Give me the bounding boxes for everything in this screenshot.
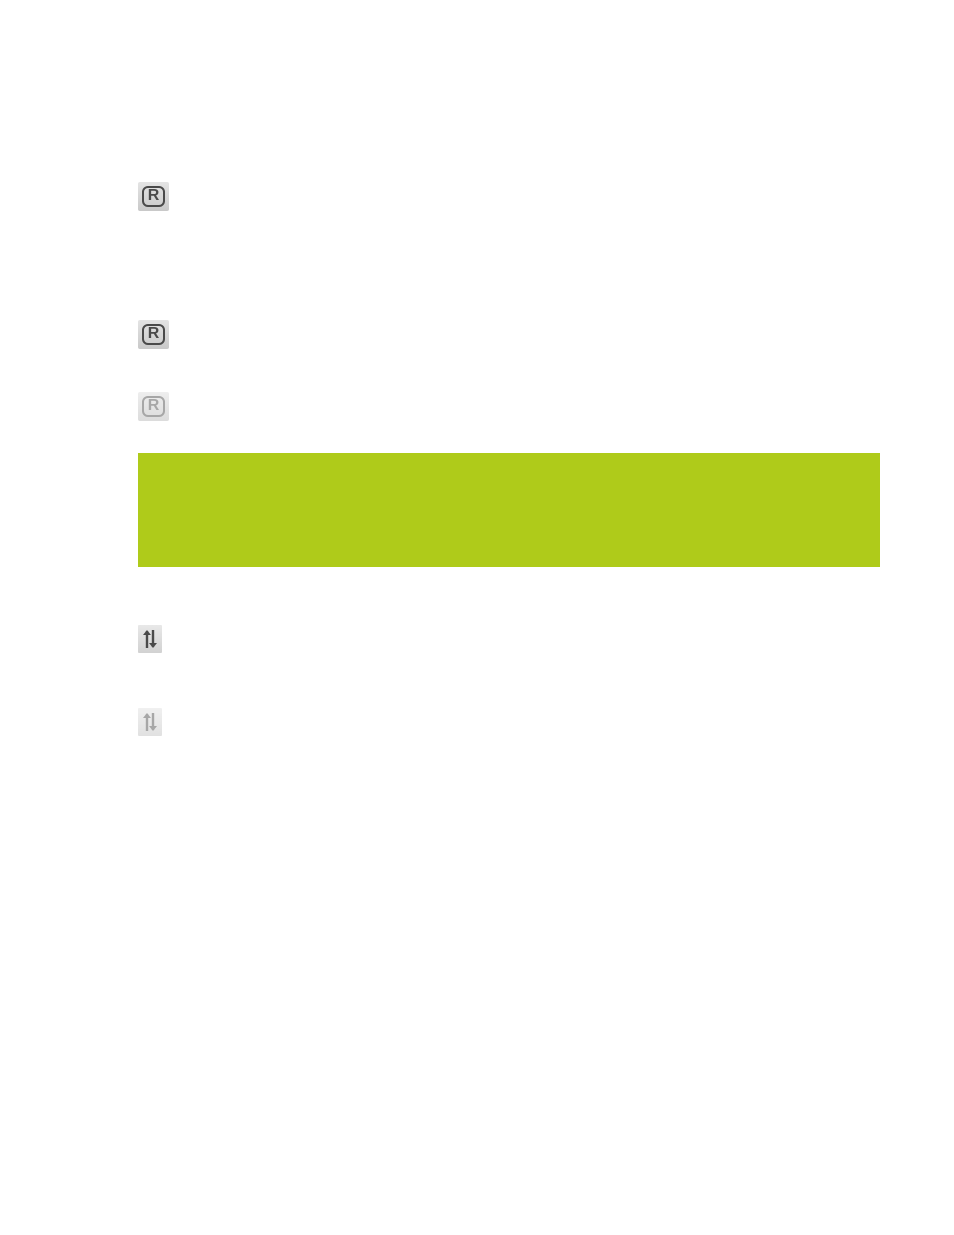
r-icon-bg: R [138, 320, 169, 349]
r-icon-bg: R [138, 392, 169, 421]
r-icon: R [138, 392, 169, 421]
updown-arrow-icon [138, 708, 162, 736]
r-icon-bg: R [138, 182, 169, 211]
updown-arrow-icon-bg [138, 625, 162, 653]
r-icon: R [138, 320, 169, 349]
r-icon: R [138, 182, 169, 211]
r-icon-glyph: R [142, 324, 165, 345]
r-icon-glyph: R [142, 396, 165, 417]
highlight-banner [138, 453, 880, 567]
updown-arrow-svg [138, 625, 162, 653]
updown-arrow-icon [138, 625, 162, 653]
r-icon-glyph: R [142, 186, 165, 207]
updown-arrow-icon-bg [138, 708, 162, 736]
updown-arrow-svg [138, 708, 162, 736]
